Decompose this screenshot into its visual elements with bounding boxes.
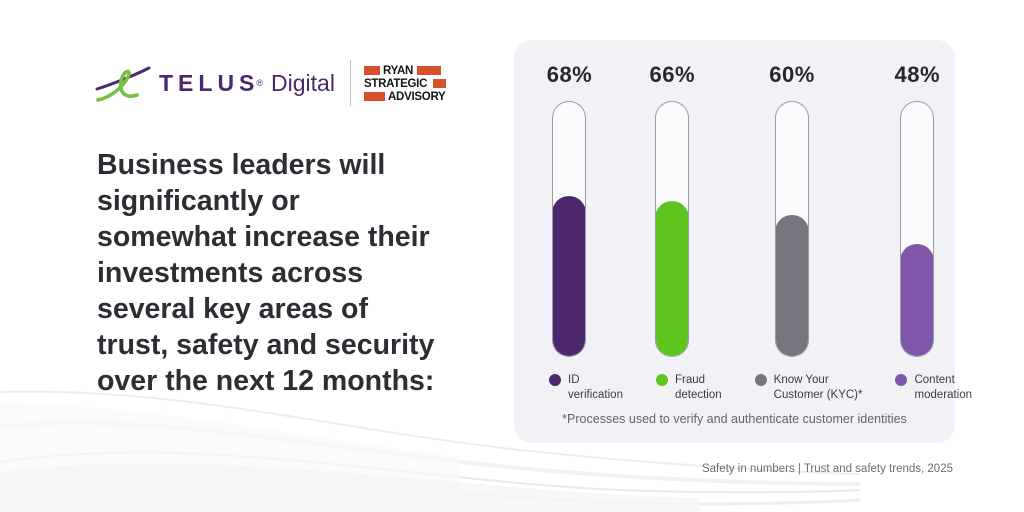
legend-dot-icon [895,374,908,386]
logo-block [363,91,385,101]
chart-footnote: *Processes used to verify and authentica… [562,412,907,426]
bar-value-label: 68% [546,62,593,87]
logo-divider [349,60,351,106]
thermometer-fill [553,196,586,356]
thermometer-fill [656,201,689,356]
chart-column: 48% Content moderation [862,62,972,403]
telus-product-name: Digital [271,69,335,96]
legend-item: Know Your Customer (KYC)* [754,373,863,403]
legend-label: Fraud detection [674,374,722,401]
legend-label: Know Your Customer (KYC)* [773,374,863,401]
logo-block [363,65,380,75]
thermometer-fill [776,215,809,356]
partner-name-line2: STRATEGIC [363,75,428,90]
telus-t-swoosh-icon [95,66,151,102]
legend-dot-icon [754,374,767,386]
legend-item: Content moderation [895,373,972,403]
legend-item: Fraud detection [655,373,722,403]
chart-column: 68% ID verification [516,62,623,403]
thermometer-tube [552,101,587,357]
legend-dot-icon [549,374,561,386]
bar-value-label: 48% [894,62,941,87]
chart-card: 68% ID verification 66% Fraud detection 60% K… [514,40,972,443]
chart-column: 60% Know Your Customer (KYC)* [722,62,863,403]
chart-columns: 68% ID verification 66% Fraud detection 60% K… [516,62,972,403]
logo-block [432,78,446,88]
thermometer-fill [901,243,934,356]
bar-value-label: 66% [649,62,696,87]
brand-header: TELUS ® Digital RYAN STRATEGIC ADVISORY [95,60,448,106]
thermometer-tube [775,101,810,357]
chart-column: 66% Fraud detection [623,62,722,403]
logo-block [417,65,442,75]
telus-wordmark: TELUS [159,69,260,96]
ryan-strategic-advisory-logo: RYAN STRATEGIC ADVISORY [363,62,448,103]
legend-label: Content moderation [914,374,973,401]
bar-value-label: 60% [769,62,815,87]
thermometer-tube [655,101,690,357]
legend-item: ID verification [549,373,623,403]
headline-text: Business leaders will significantly or s… [97,149,435,397]
partner-name-line3: ADVISORY [387,88,446,103]
partner-name-line1: RYAN [382,62,413,77]
telus-trademark: ® [256,78,264,88]
legend-dot-icon [655,374,668,386]
source-caption: Safety in numbers | Trust and safety tre… [701,463,953,475]
thermometer-tube [900,101,935,357]
legend-label: ID verification [568,374,623,401]
